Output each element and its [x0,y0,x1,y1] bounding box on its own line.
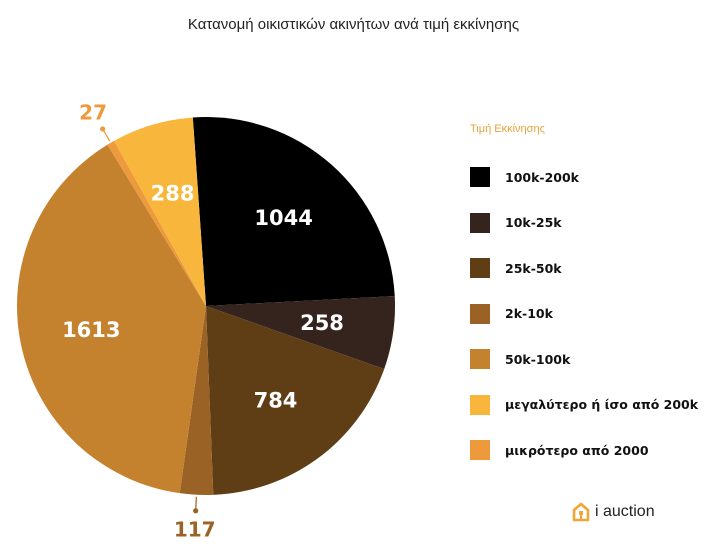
legend-item: μεγαλύτερο ή ίσο από 200k [470,394,699,415]
chart-title: Κατανομή οικιστικών ακινήτων ανά τιμή εκ… [187,16,520,33]
legend-item: μικρότερο από 2000 [470,440,649,460]
brand-logo: i auction [572,502,655,522]
data-label-0: 1044 [254,206,312,230]
brand-name: i auction [595,503,655,520]
pie-slice-3 [179,306,214,496]
legend-swatch [470,303,490,324]
pie-slice-0 [192,116,395,307]
legend-swatch [470,167,490,187]
legend-label: 10k-25k [505,215,562,230]
legend-item: 25k-50k [470,258,562,278]
legend-label: 100k-200k [505,169,579,185]
data-label-1: 258 [300,311,344,335]
legend-label: 50k-100k [505,351,571,367]
legend-label: μεγαλύτερο ή ίσο από 200k [505,397,699,412]
pie-slice-2 [206,306,385,495]
leader-dot-3 [193,508,199,514]
legend-swatch [470,440,490,460]
data-label-5: 27 [79,101,107,125]
legend-title: Τιμή Εκκίνησης [470,123,545,135]
data-label-3: 117 [174,518,216,542]
legend-swatch [470,394,490,415]
legend-item: 2k-10k [470,303,553,324]
legend-item: 50k-100k [470,349,570,369]
home-icon [572,502,590,522]
legend-swatch [470,258,490,278]
data-label-2: 784 [254,388,298,412]
pie-slice-4 [17,144,206,494]
data-label-6: 288 [151,182,195,206]
legend-swatch [470,212,490,233]
pie-slice-6 [114,117,206,307]
leader-dot-5 [100,126,106,132]
legend-label: 25k-50k [505,260,562,276]
data-label-4: 1613 [62,318,120,342]
legend-swatch [470,349,490,369]
legend-item: 10k-25k [470,212,562,233]
pie-slice-1 [206,296,396,369]
legend-label: 2k-10k [505,306,553,321]
legend-label: μικρότερο από 2000 [505,442,649,458]
pie-slice-5 [107,140,206,306]
legend-item: 100k-200k [470,167,579,187]
